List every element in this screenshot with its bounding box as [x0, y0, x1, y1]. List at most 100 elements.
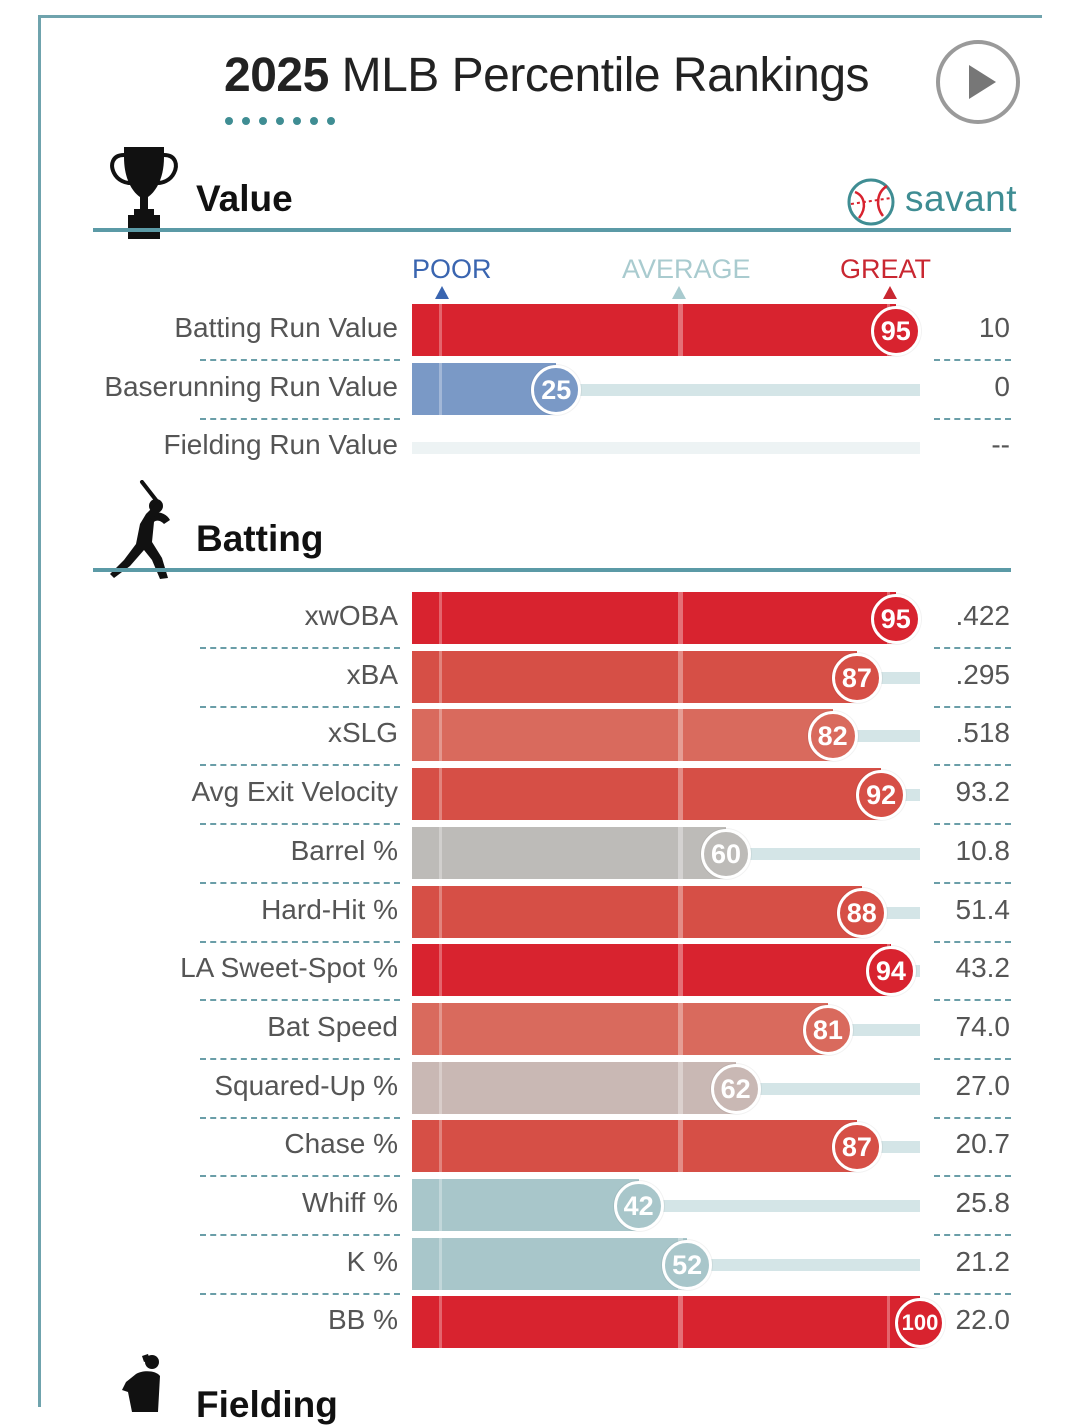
play-button[interactable] — [936, 40, 1020, 124]
metric-value: .422 — [955, 600, 1011, 631]
bar-tick-poor — [439, 1179, 442, 1231]
percentile-bar — [412, 944, 891, 997]
bar-tick-average — [678, 650, 683, 703]
page-title: 2025 MLB Percentile Rankings — [224, 48, 870, 103]
bar-tick-poor — [439, 1237, 442, 1290]
percentile-bar — [412, 1296, 920, 1349]
row-divider-right — [934, 823, 1011, 826]
bar-tick-average — [678, 1061, 683, 1114]
title-text: MLB Percentile Rankings — [328, 49, 870, 102]
section-title-fielding: Fielding — [196, 1384, 338, 1425]
savant-brand-text: savant — [905, 178, 1018, 219]
table-row[interactable]: Chase % 87 20.7 — [0, 1120, 1080, 1178]
row-divider-left — [200, 999, 400, 1002]
row-divider-left — [200, 881, 400, 884]
bar-tick-average — [678, 1120, 683, 1173]
metric-label: Squared-Up % — [214, 1069, 398, 1101]
table-row[interactable]: Baserunning Run Value 25 0 — [0, 362, 1080, 420]
bar-tick-poor — [439, 592, 442, 644]
bar-tick-average — [678, 709, 683, 762]
bar-tick-average — [678, 768, 683, 821]
metric-label: Barrel % — [290, 834, 398, 866]
batter-icon — [110, 480, 170, 579]
row-divider-left — [200, 1234, 400, 1236]
scale-marker-great — [883, 286, 897, 299]
section-title-batting: Batting — [196, 518, 324, 559]
metric-label: xwOBA — [304, 600, 398, 631]
title-dots-decoration — [225, 117, 335, 125]
table-row[interactable]: Avg Exit Velocity 92 93.2 — [0, 768, 1080, 826]
table-row[interactable]: Batting Run Value 95 10 — [0, 304, 1080, 361]
table-row[interactable]: LA Sweet-Spot % 94 43.2 — [0, 944, 1080, 1002]
row-divider-right — [934, 1057, 1011, 1060]
metric-value: 10 — [978, 312, 1010, 343]
metric-label: xSLG — [327, 717, 398, 749]
row-divider-left — [200, 823, 400, 826]
table-row[interactable]: xSLG 82 .518 — [0, 709, 1080, 767]
table-row[interactable]: Fielding Run Value -- — [0, 421, 1080, 477]
row-divider-right — [934, 764, 1011, 767]
metric-value: 22.0 — [955, 1304, 1011, 1336]
percentile-bubble: 95 — [870, 594, 921, 644]
row-divider-left — [200, 940, 400, 943]
bar-tick-average — [678, 826, 683, 879]
percentile-bubble: 95 — [870, 306, 921, 356]
percentile-bar — [412, 1179, 639, 1231]
metric-label: xBA — [346, 658, 398, 690]
row-divider-left — [200, 705, 400, 708]
row-divider-right — [934, 881, 1011, 884]
percentile-bar — [412, 1002, 828, 1055]
trophy-icon — [110, 147, 178, 239]
percentile-bubble: 60 — [701, 828, 751, 879]
metric-label: Avg Exit Velocity — [191, 776, 398, 808]
scale-label-great: GREAT — [840, 254, 932, 284]
percentile-bubble: 42 — [613, 1181, 664, 1231]
percentile-track — [412, 442, 920, 454]
section-title-value: Value — [196, 178, 293, 219]
bar-tick-poor — [439, 826, 442, 879]
row-divider-right — [934, 1175, 1011, 1178]
bar-tick-poor — [439, 304, 442, 356]
table-row[interactable]: Hard-Hit % 88 51.4 — [0, 885, 1080, 943]
scale-marker-average — [672, 286, 686, 299]
percentile-bar — [412, 1120, 857, 1173]
metric-label: Baserunning Run Value — [104, 370, 398, 402]
table-row[interactable]: Squared-Up % 62 27.0 — [0, 1061, 1080, 1119]
fielder-icon — [122, 1354, 160, 1412]
row-divider-right — [934, 359, 1011, 361]
bar-tick-poor — [439, 1296, 442, 1349]
title-year: 2025 — [224, 49, 329, 102]
metric-label: Batting Run Value — [174, 312, 398, 343]
percentile-bubble: 92 — [856, 770, 907, 821]
metric-label: Chase % — [284, 1128, 398, 1160]
bar-tick-poor — [439, 768, 442, 821]
baseball-icon — [847, 178, 895, 226]
table-row[interactable]: xwOBA 95 .422 — [0, 592, 1080, 649]
percentile-bubble: 88 — [836, 887, 887, 938]
bar-tick-poor — [439, 1061, 442, 1114]
row-divider-left — [200, 647, 400, 649]
bar-tick-average — [678, 304, 683, 356]
percentile-bar — [412, 885, 862, 938]
section-underline-batting — [93, 568, 1011, 572]
table-row[interactable]: Whiff % 42 25.8 — [0, 1179, 1080, 1236]
frame-top-border — [38, 15, 1042, 18]
metric-value: .518 — [955, 717, 1011, 749]
table-row[interactable]: K % 52 21.2 — [0, 1237, 1080, 1295]
bar-tick-average — [678, 1296, 683, 1349]
percentile-bubble: 52 — [662, 1239, 713, 1290]
metric-label: BB % — [327, 1304, 398, 1336]
metric-label: K % — [346, 1245, 398, 1277]
percentile-bar — [412, 709, 833, 762]
percentile-bubble: 62 — [710, 1063, 761, 1114]
row-divider-right — [934, 705, 1011, 708]
section-underline-value — [93, 228, 1011, 232]
table-row[interactable]: Bat Speed 81 74.0 — [0, 1002, 1080, 1060]
table-row[interactable]: BB % 100 22.0 — [0, 1296, 1080, 1352]
table-row[interactable]: xBA 87 .295 — [0, 650, 1080, 708]
scale-marker-poor — [435, 286, 449, 299]
bar-tick-average — [678, 592, 683, 644]
bar-tick-poor — [439, 885, 442, 938]
table-row[interactable]: Barrel % 60 10.8 — [0, 826, 1080, 884]
bar-tick-poor — [439, 1002, 442, 1055]
